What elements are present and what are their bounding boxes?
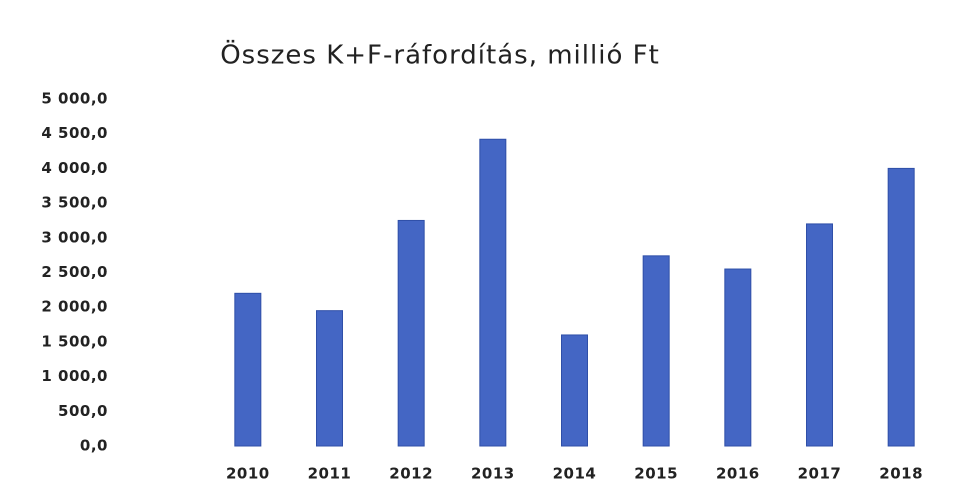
x-tick-label: 2017 [798, 465, 842, 483]
bar [724, 268, 752, 447]
y-tick-label: 4 000,0 [41, 159, 108, 177]
bar [479, 138, 507, 447]
y-tick-label: 0,0 [80, 437, 108, 455]
x-tick-label: 2014 [553, 465, 597, 483]
bar [642, 255, 670, 447]
x-tick-label: 2011 [308, 465, 352, 483]
bar [397, 219, 425, 447]
y-tick-label: 3 500,0 [41, 194, 108, 212]
bar [806, 223, 833, 447]
x-tick-label: 2016 [716, 465, 760, 483]
x-tick-label: 2013 [471, 465, 515, 483]
y-tick-label: 500,0 [58, 402, 108, 420]
y-tick-label: 1 500,0 [41, 332, 108, 350]
x-tick-label: 2018 [879, 465, 923, 483]
y-tick-label: 3 000,0 [41, 228, 108, 246]
y-tick-label: 4 500,0 [41, 124, 108, 142]
bar [561, 334, 588, 447]
y-tick-label: 2 500,0 [41, 263, 108, 281]
bar [234, 292, 262, 447]
y-tick-label: 1 000,0 [41, 367, 108, 385]
y-tick-label: 2 000,0 [41, 298, 108, 316]
chart-title: Összes K+F-ráfordítás, millió Ft [220, 39, 660, 71]
bar [316, 310, 343, 447]
x-tick-label: 2010 [226, 465, 270, 483]
y-tick-label: 5 000,0 [41, 90, 108, 108]
x-tick-label: 2012 [389, 465, 433, 483]
x-tick-label: 2015 [634, 465, 678, 483]
bar [887, 167, 915, 447]
